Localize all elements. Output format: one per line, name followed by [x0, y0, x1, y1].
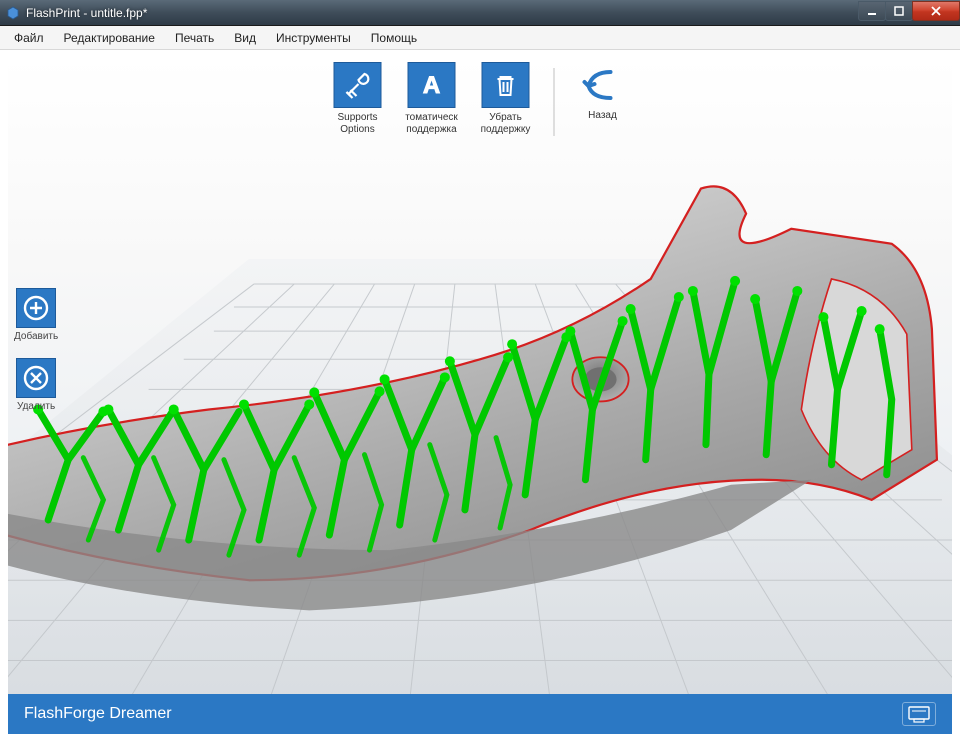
window-title: FlashPrint - untitle.fpp*	[26, 6, 859, 20]
plus-circle-icon	[22, 294, 50, 322]
add-support-button[interactable]	[16, 288, 56, 328]
add-support-label: Добавить	[14, 331, 58, 342]
auto-supports-label1: томатическ	[405, 112, 458, 123]
close-button[interactable]	[912, 1, 960, 21]
back-tool: Назад	[573, 62, 633, 136]
menu-help[interactable]: Помощь	[361, 28, 427, 48]
app-icon	[6, 6, 20, 20]
printer-status-button[interactable]	[902, 702, 936, 726]
trash-icon	[492, 71, 520, 99]
toolbar-separator	[554, 68, 555, 136]
build-plate-grid	[8, 58, 952, 701]
window-titlebar: FlashPrint - untitle.fpp*	[0, 0, 960, 26]
maximize-button[interactable]	[885, 1, 913, 21]
menu-bar: Файл Редактирование Печать Вид Инструмен…	[0, 26, 960, 50]
auto-supports-button[interactable]: A	[408, 62, 456, 108]
menu-print[interactable]: Печать	[165, 28, 224, 48]
printer-name: FlashForge Dreamer	[24, 705, 902, 723]
window-controls	[859, 1, 960, 21]
delete-support-label: Удалить	[17, 401, 55, 412]
remove-supports-tool: Убратьподдержку	[476, 62, 536, 136]
auto-supports-label2: поддержка	[406, 124, 456, 135]
supports-options-label2: Options	[340, 124, 374, 135]
svg-text:A: A	[423, 72, 440, 99]
menu-tools[interactable]: Инструменты	[266, 28, 361, 48]
delete-support-button[interactable]	[16, 358, 56, 398]
supports-options-label1: Supports	[337, 112, 377, 123]
supports-options-tool: SupportsOptions	[328, 62, 388, 136]
x-circle-icon	[22, 364, 50, 392]
printer-icon	[907, 705, 931, 723]
add-support-tool: Добавить	[14, 288, 58, 342]
menu-view[interactable]: Вид	[224, 28, 266, 48]
3d-viewport[interactable]: SupportsOptions A томатическподдержка Уб…	[8, 58, 952, 734]
auto-supports-tool: A томатическподдержка	[402, 62, 462, 136]
back-arrow-icon	[581, 64, 625, 104]
model-with-supports	[8, 58, 952, 701]
minimize-button[interactable]	[858, 1, 886, 21]
back-button[interactable]	[581, 62, 625, 106]
auto-a-icon: A	[417, 70, 447, 100]
status-bar: FlashForge Dreamer	[8, 694, 952, 734]
back-label: Назад	[570, 110, 636, 122]
menu-file[interactable]: Файл	[4, 28, 54, 48]
remove-supports-label1: Убрать	[489, 112, 522, 123]
menu-edit[interactable]: Редактирование	[54, 28, 165, 48]
viewport-container: SupportsOptions A томатическподдержка Уб…	[0, 50, 960, 742]
remove-supports-button[interactable]	[482, 62, 530, 108]
delete-support-tool: Удалить	[14, 358, 58, 412]
supports-options-button[interactable]	[334, 62, 382, 108]
remove-supports-label2: поддержку	[481, 124, 531, 135]
side-toolbar: Добавить Удалить	[14, 288, 58, 412]
wrench-icon	[343, 70, 373, 100]
supports-toolbar: SupportsOptions A томатическподдержка Уб…	[328, 58, 633, 136]
